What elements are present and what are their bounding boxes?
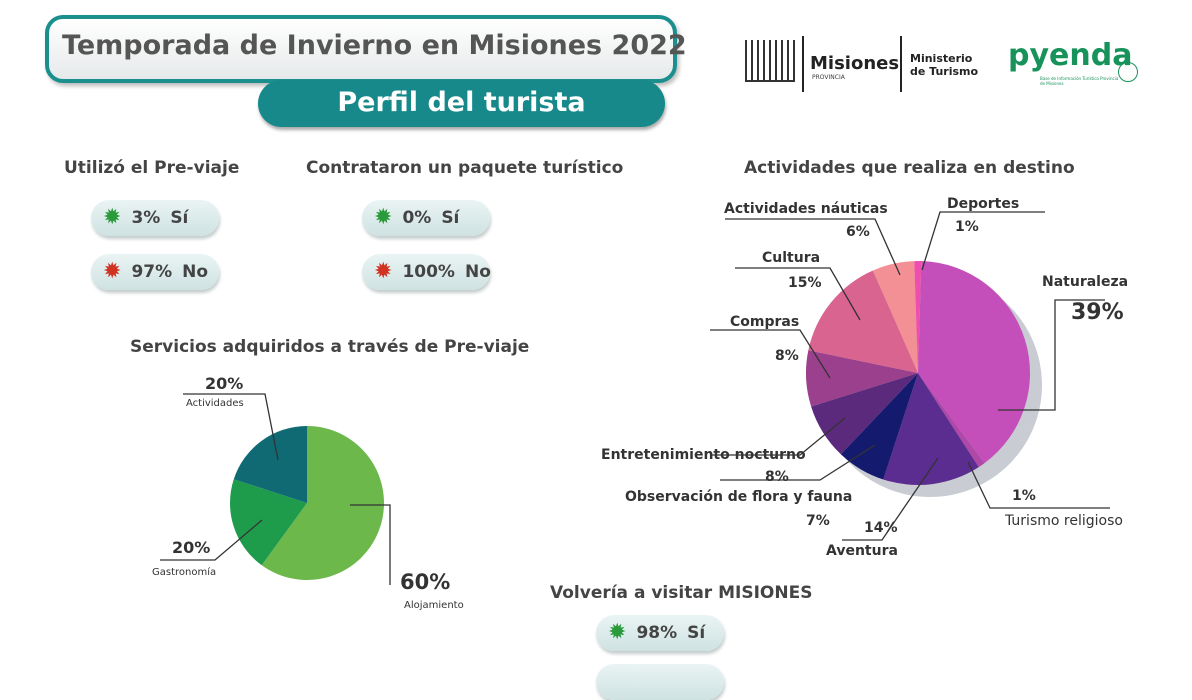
gear-icon: ✹ <box>103 259 122 284</box>
gear-icon: ✹ <box>374 259 393 284</box>
pyenda-logo: pyenda <box>1008 38 1133 73</box>
volveria-title: Volvería a visitar MISIONES <box>550 583 813 603</box>
pie-slice-actividades-náuticas <box>872 261 918 373</box>
pie-slice-turismo-religioso <box>918 373 985 468</box>
value: 98% <box>636 623 678 643</box>
previaje-no-pill: ✹ 97% No <box>91 254 219 290</box>
label-aventura: Aventura <box>826 543 898 559</box>
label-entretenimiento-value: 8% <box>765 469 789 485</box>
pie-slice-deportes <box>914 261 922 373</box>
label-aventura-value: 14% <box>864 520 898 536</box>
gear-icon: ✹ <box>374 205 393 230</box>
chart1-title: Servicios adquiridos a través de Pre-via… <box>130 337 530 357</box>
pyenda-tagline: Base de Información Turística Provincia … <box>1040 76 1119 86</box>
label-religioso-value: 1% <box>1012 488 1036 504</box>
label-deportes-value: 1% <box>955 219 979 235</box>
label-cultura-value: 15% <box>788 275 822 291</box>
label: No <box>182 262 209 282</box>
label-compras: Compras <box>730 314 800 330</box>
label-observacion-value: 7% <box>806 513 830 529</box>
value: 3% <box>131 208 161 228</box>
paquete-title: Contrataron un paquete turístico <box>306 158 624 178</box>
label-alojamiento: Alojamiento <box>404 600 464 611</box>
label: Sí <box>170 208 189 228</box>
previaje-yes-pill: ✹ 3% Sí <box>91 200 219 236</box>
label: Sí <box>441 208 460 228</box>
pie-slice-alojamiento <box>261 426 385 580</box>
label-nauticas: Actividades náuticas <box>724 201 888 217</box>
pie-slice-observación-de-flora-y-fauna <box>840 373 918 480</box>
volveria-yes-pill: ✹ 98% Sí <box>596 615 724 651</box>
ministerio-logo: Ministerio de Turismo <box>910 52 979 78</box>
globe-icon <box>1118 62 1138 82</box>
label-nauticas-value: 6% <box>846 224 870 240</box>
misiones-logo: Misiones <box>810 53 900 74</box>
previaje-title: Utilizó el Pre-viaje <box>64 158 240 178</box>
pie-slice-compras <box>806 350 918 407</box>
chart2-title: Actividades que realiza en destino <box>744 158 1075 178</box>
label-religioso: Turismo religioso <box>1005 513 1123 529</box>
page-subtitle: Perfil del turista <box>258 80 665 127</box>
label-deportes: Deportes <box>947 196 1020 212</box>
label-cultura: Cultura <box>762 250 821 266</box>
label-gastronomia: Gastronomía <box>152 567 217 578</box>
paquete-no-pill: ✹ 100% No <box>362 254 491 290</box>
pie-slice-entretenimiento-nocturno <box>811 373 918 455</box>
label-naturaleza-value: 39% <box>1071 300 1124 325</box>
label-gastronomia-value: 20% <box>172 538 211 557</box>
value: 97% <box>131 262 173 282</box>
gear-icon: ✹ <box>608 620 627 645</box>
label: No <box>464 262 491 282</box>
pie-slice-actividades <box>233 426 307 503</box>
pie-slice-cultura <box>808 270 918 373</box>
label-observacion: Observación de flora y fauna <box>625 489 853 505</box>
label: Sí <box>687 623 706 643</box>
label-naturaleza: Naturaleza <box>1042 274 1129 290</box>
page-title: Temporada de Invierno en Misiones 2022 <box>62 30 687 61</box>
label-alojamiento-value: 60% <box>400 570 451 594</box>
label-actividades-value: 20% <box>205 374 244 393</box>
value: 100% <box>402 262 455 282</box>
pie-charts <box>160 211 1110 585</box>
label-compras-value: 8% <box>775 348 799 364</box>
gear-icon: ✹ <box>103 205 122 230</box>
label-entretenimiento: Entretenimiento nocturno <box>601 447 806 463</box>
value: 0% <box>402 208 432 228</box>
pie-slice-aventura <box>883 373 979 485</box>
pie-slice-gastronomía <box>230 479 307 566</box>
label-actividades: Actividades <box>186 398 244 409</box>
provincia-text: PROVINCIA <box>812 74 845 81</box>
paquete-yes-pill: ✹ 0% Sí <box>362 200 490 236</box>
pie-slice-naturaleza <box>918 261 1030 464</box>
building-logo-icon <box>745 40 795 82</box>
